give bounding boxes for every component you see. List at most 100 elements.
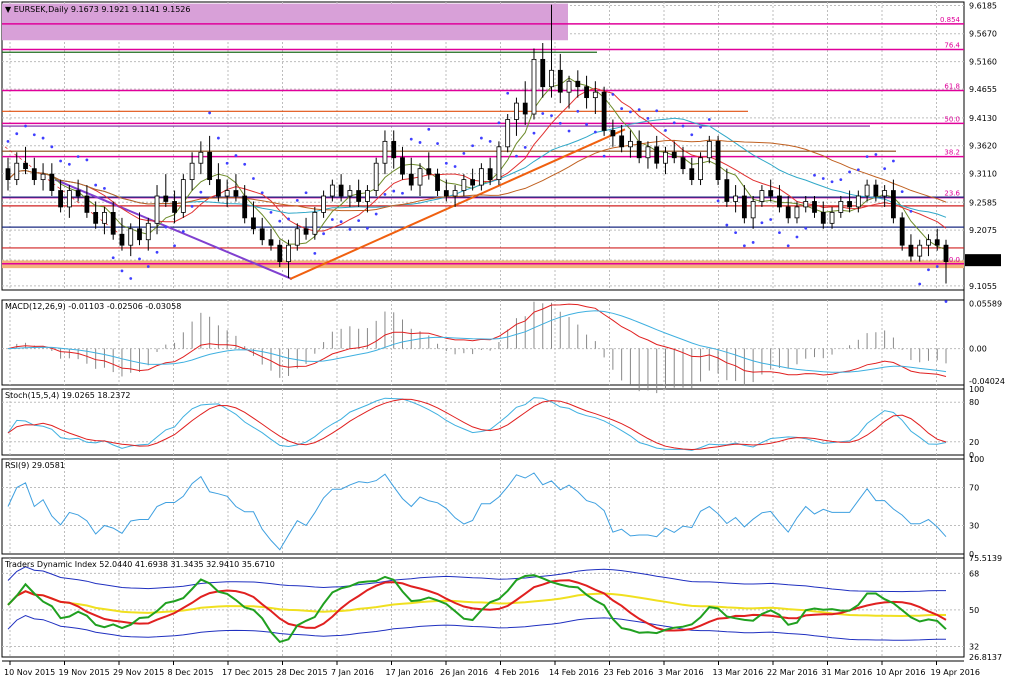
stoch-main-line xyxy=(7,397,947,451)
sar-dot xyxy=(190,204,194,208)
sar-dot xyxy=(506,91,510,95)
sar-dot xyxy=(444,161,448,165)
sar-dot xyxy=(85,158,89,162)
candle-body xyxy=(794,206,800,219)
candle-body xyxy=(759,190,765,202)
candle-body xyxy=(329,184,335,197)
sar-dot xyxy=(742,244,746,248)
pane-frame-stoch xyxy=(1,388,965,456)
candle-body xyxy=(873,184,879,197)
macd-tick-label: 0.00 xyxy=(969,345,987,354)
candle-body xyxy=(540,58,546,88)
candle-body xyxy=(636,140,642,159)
candle-body xyxy=(847,201,852,208)
sar-dot xyxy=(576,109,580,113)
sar-dot xyxy=(366,226,369,230)
candle-body xyxy=(908,244,914,257)
fib-level-label: 61.8 xyxy=(944,83,960,91)
candle-body xyxy=(803,201,809,208)
sar-dot xyxy=(558,121,562,125)
stoch-tick-label: 80 xyxy=(969,398,979,407)
sar-dot xyxy=(769,218,773,221)
price-tick-label: 9.4655 xyxy=(969,85,997,94)
tdi-tick-label: 26.8137 xyxy=(969,653,1002,662)
candle-body xyxy=(321,195,326,213)
candle-body xyxy=(435,173,440,191)
date-label: 26 Jan 2016 xyxy=(440,668,488,677)
candle-body xyxy=(180,179,186,213)
candle-body xyxy=(671,151,677,159)
candle-body xyxy=(259,228,265,241)
tdi-price-line xyxy=(7,574,947,644)
candle-body xyxy=(663,151,668,164)
candle-body xyxy=(461,179,467,191)
sar-dot xyxy=(392,189,396,193)
sar-dot xyxy=(883,167,887,171)
sar-dot xyxy=(611,92,615,96)
candle-body xyxy=(215,179,221,197)
price-tick-label: 9.6185 xyxy=(969,2,997,11)
date-label: 19 Nov 2015 xyxy=(59,668,110,677)
candle-body xyxy=(365,190,370,202)
sar-dot xyxy=(532,131,536,135)
candle-body xyxy=(592,91,598,99)
date-label: 7 Jan 2016 xyxy=(331,668,374,677)
tdi-label: Traders Dynamic Index 52.0440 41.6938 31… xyxy=(4,560,275,569)
stoch-tick-label: 20 xyxy=(969,438,979,447)
sar-dot xyxy=(567,129,571,133)
candle-body xyxy=(347,190,353,197)
price-tick-label: 9.2585 xyxy=(969,198,997,207)
moving-average-line xyxy=(7,139,947,212)
sar-dot xyxy=(707,118,711,121)
candle-body xyxy=(338,184,344,197)
sar-dot xyxy=(383,192,387,196)
sar-dot xyxy=(918,282,922,286)
chart-header: ▼ EURSEK,Daily 9.1673 9.1921 9.1141 9.15… xyxy=(5,5,190,14)
sar-dot xyxy=(751,241,755,244)
sar-dot xyxy=(164,225,168,229)
sar-dot xyxy=(260,191,264,195)
date-label: 14 Feb 2016 xyxy=(549,668,599,677)
candle-body xyxy=(93,211,99,224)
candle-body xyxy=(917,244,923,257)
sar-dot xyxy=(874,153,878,156)
candle-body xyxy=(891,190,896,219)
sar-dot xyxy=(138,257,141,261)
sar-dot xyxy=(848,170,851,174)
candle-body xyxy=(531,58,537,115)
sar-dot xyxy=(50,145,54,149)
candle-body xyxy=(452,190,458,197)
rsi-tick-label: 30 xyxy=(969,522,979,531)
rsi-tick-label: 100 xyxy=(969,455,984,464)
sar-dot xyxy=(146,265,150,268)
last-price-box xyxy=(965,254,1001,267)
sar-dot xyxy=(94,183,98,187)
candle-body xyxy=(470,179,476,186)
sar-dot xyxy=(699,125,702,129)
candle-body xyxy=(741,195,747,219)
candle-body xyxy=(610,130,616,137)
sar-dot xyxy=(550,114,553,118)
candle-body xyxy=(926,239,931,246)
fib-level-label: 38.2 xyxy=(944,149,960,157)
sar-dot xyxy=(304,191,308,195)
date-label: 29 Nov 2015 xyxy=(113,668,164,677)
sar-dot xyxy=(330,218,334,221)
candle-body xyxy=(303,228,309,235)
candle-body xyxy=(417,168,423,186)
date-label: 8 Dec 2015 xyxy=(168,668,214,677)
candle-body xyxy=(715,140,721,181)
sar-dot xyxy=(471,144,475,148)
pane-frame-macd xyxy=(1,299,965,386)
tdi-tick-label: 75.5139 xyxy=(969,554,1002,563)
candle-body xyxy=(698,157,703,181)
rsi-tick-label: 70 xyxy=(969,484,979,493)
sar-dot xyxy=(629,110,632,114)
candle-body xyxy=(268,239,274,246)
sar-dot xyxy=(295,198,299,202)
sar-dot xyxy=(234,154,238,157)
candle-body xyxy=(58,190,63,208)
sar-dot xyxy=(357,219,361,222)
tdi-market-base-line xyxy=(7,590,947,618)
candle-body xyxy=(373,162,379,191)
